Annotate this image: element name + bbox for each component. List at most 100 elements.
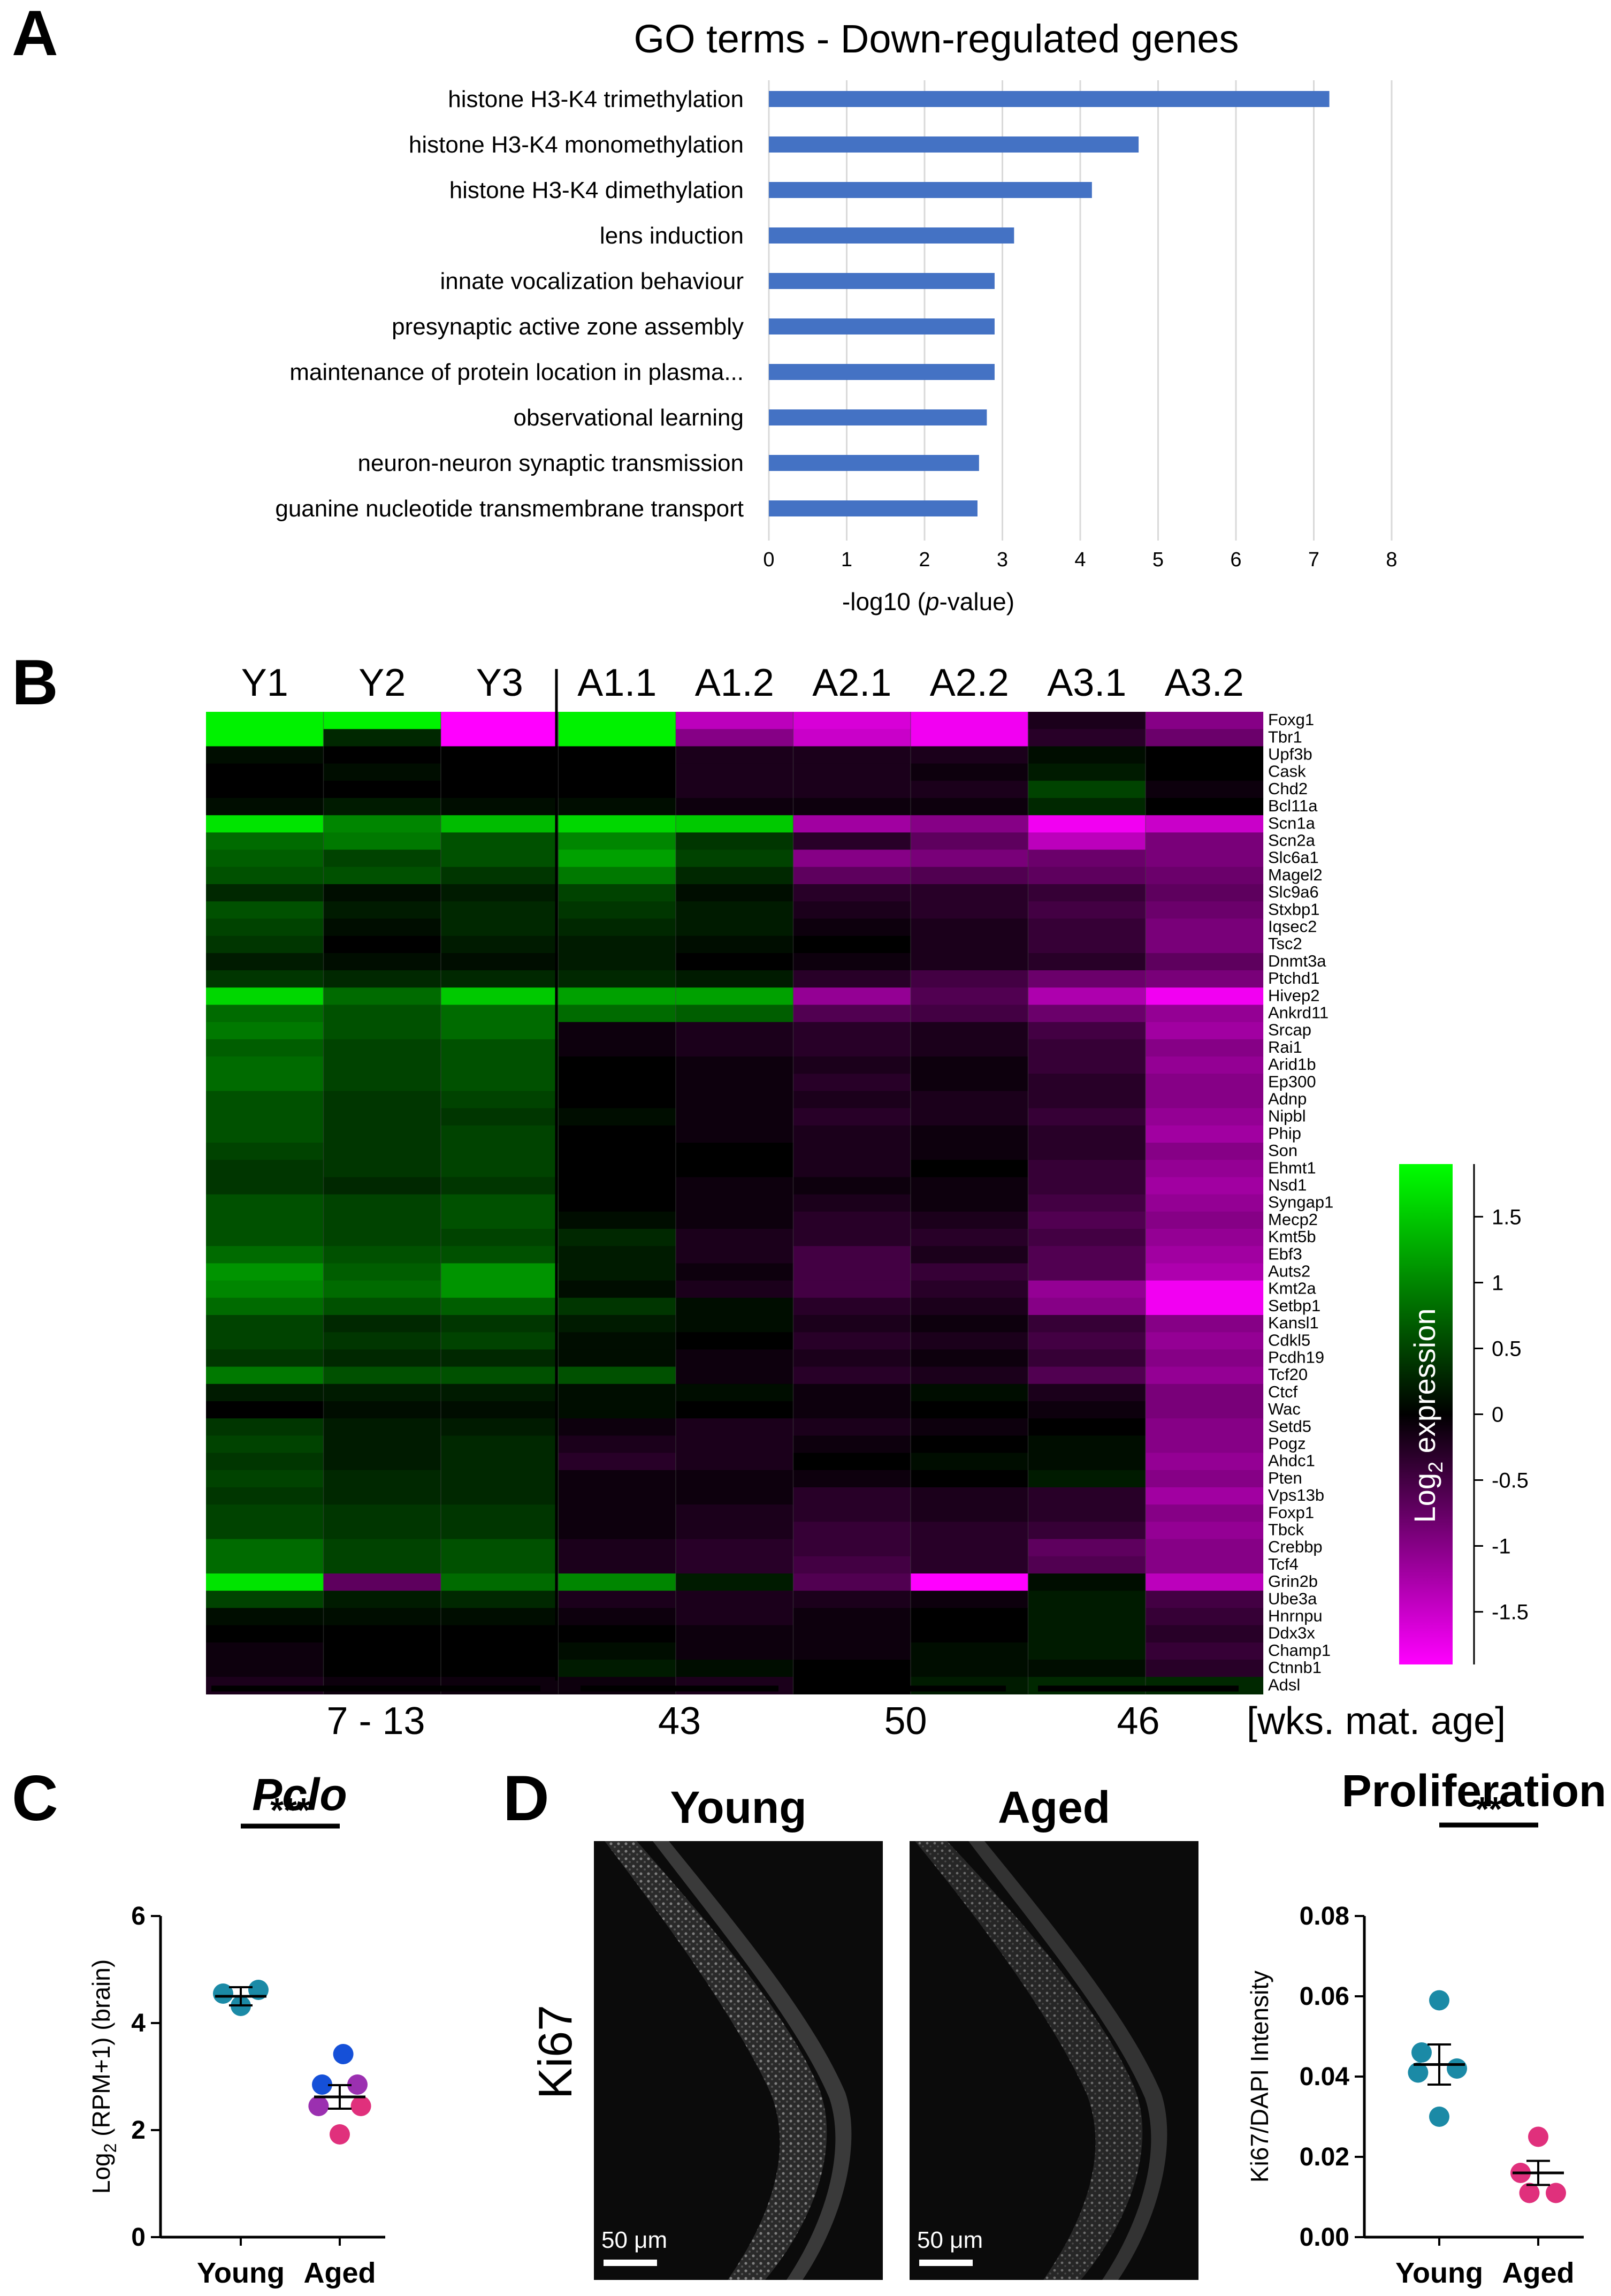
heatmap-cell [1028, 1435, 1146, 1454]
heatmap-cell [206, 1591, 324, 1608]
heatmap-cell [558, 849, 676, 868]
aged-microscopy-image: 50 μm [910, 1841, 1198, 2280]
heatmap-cell [676, 1091, 794, 1109]
heatmap-cell [323, 1418, 441, 1436]
heatmap-cell [911, 987, 1029, 1005]
heatmap-cell [558, 1280, 676, 1298]
colorbar-tick-label: 1 [1492, 1271, 1503, 1295]
heatmap-cell [441, 1383, 559, 1402]
data-point [312, 2074, 332, 2095]
row-label: Chd2 [1268, 779, 1308, 798]
heatmap-cell [911, 1263, 1029, 1281]
heatmap-cell [323, 1194, 441, 1212]
heatmap-cell [206, 1608, 324, 1626]
heatmap-cell [558, 1383, 676, 1402]
row-label: Cdkl5 [1268, 1331, 1310, 1349]
heatmap-cell [323, 1108, 441, 1126]
heatmap-cell [1146, 936, 1264, 954]
heatmap-cell [441, 1401, 559, 1419]
heatmap-cell [793, 1573, 911, 1591]
heatmap-cell [911, 1591, 1029, 1608]
x-tick-label: 3 [997, 549, 1008, 571]
row-label: Kansl1 [1268, 1313, 1319, 1332]
x-tick-label: 2 [919, 549, 930, 571]
heatmap-cell [676, 729, 794, 747]
row-label: Adsl [1268, 1675, 1300, 1694]
heatmap-cell [1146, 712, 1264, 729]
heatmap-cell [206, 1487, 324, 1505]
colorbar-tick-label: 0.5 [1492, 1337, 1522, 1360]
heatmap-cell [1028, 1022, 1146, 1040]
row-label: Crebbp [1268, 1538, 1323, 1556]
heatmap-cell [206, 936, 324, 954]
heatmap-cell [1146, 780, 1264, 799]
y-tick-label: 0.02 [1300, 2143, 1349, 2171]
heatmap-cell [441, 1487, 559, 1505]
heatmap-cell [206, 1539, 324, 1557]
row-label: Stxbp1 [1268, 900, 1320, 918]
heatmap-cell [911, 1660, 1029, 1677]
row-label: Tcf4 [1268, 1555, 1299, 1573]
heatmap-cell [441, 1039, 559, 1057]
heatmap-cell [793, 936, 911, 954]
heatmap-cell [441, 1556, 559, 1574]
heatmap-cell [323, 1160, 441, 1177]
data-point [333, 2044, 354, 2064]
heatmap-cell [206, 1143, 324, 1160]
heatmap-cell [206, 1504, 324, 1522]
heatmap-cell [1146, 1143, 1264, 1160]
y-tick-label: 2 [131, 2116, 146, 2145]
heatmap-cell [441, 1177, 559, 1195]
heatmap-cell [793, 1160, 911, 1177]
colorbar-tick-label: 0 [1492, 1403, 1503, 1427]
heatmap-cell [911, 1487, 1029, 1505]
row-label: Bcl11a [1268, 796, 1318, 815]
heatmap-cell [911, 1642, 1029, 1660]
heatmap-cell [1146, 1039, 1264, 1057]
heatmap-cell [1028, 866, 1146, 885]
heatmap-cell [558, 1522, 676, 1540]
heatmap-cell [558, 1470, 676, 1488]
heatmap-cell [206, 832, 324, 850]
data-point [308, 2096, 329, 2116]
heatmap-cell [1146, 918, 1264, 937]
heatmap-cell [558, 1263, 676, 1281]
heatmap-cell [558, 970, 676, 988]
heatmap-cell [676, 1160, 794, 1177]
column-label: Y1 [241, 662, 288, 704]
heatmap-cell [676, 866, 794, 885]
heatmap-cell [911, 1091, 1029, 1109]
bar [769, 273, 995, 289]
heatmap-cell [793, 1091, 911, 1109]
column-label: A2.1 [812, 662, 891, 704]
heatmap-cell [441, 780, 559, 799]
heatmap-cell [1146, 1263, 1264, 1281]
heatmap-cell [323, 1143, 441, 1160]
heatmap-cell [793, 815, 911, 833]
heatmap-cell [676, 901, 794, 919]
heatmap-cell [206, 1263, 324, 1281]
heatmap-cell [441, 1539, 559, 1557]
heatmap-cell [323, 1401, 441, 1419]
heatmap-cell [206, 1332, 324, 1350]
heatmap-cell [1028, 1573, 1146, 1591]
heatmap-cell [911, 884, 1029, 902]
heatmap-cell [793, 729, 911, 747]
heatmap-cell [911, 901, 1029, 919]
heatmap-cell [206, 1074, 324, 1091]
heatmap-cell [911, 1435, 1029, 1454]
row-label: Hivep2 [1268, 986, 1320, 1005]
heatmap-cell [558, 1453, 676, 1471]
heatmap-cell [911, 1039, 1029, 1057]
heatmap-cell [558, 729, 676, 747]
heatmap-cell [441, 1229, 559, 1246]
heatmap-cell [1146, 1383, 1264, 1402]
heatmap-cell [676, 1263, 794, 1281]
data-point [350, 2096, 371, 2116]
heatmap-cell [1146, 1160, 1264, 1177]
heatmap-cell [558, 1435, 676, 1454]
heatmap-cell [1028, 729, 1146, 747]
heatmap-cell [441, 901, 559, 919]
row-label: Champ1 [1268, 1641, 1331, 1660]
heatmap-cell [441, 884, 559, 902]
